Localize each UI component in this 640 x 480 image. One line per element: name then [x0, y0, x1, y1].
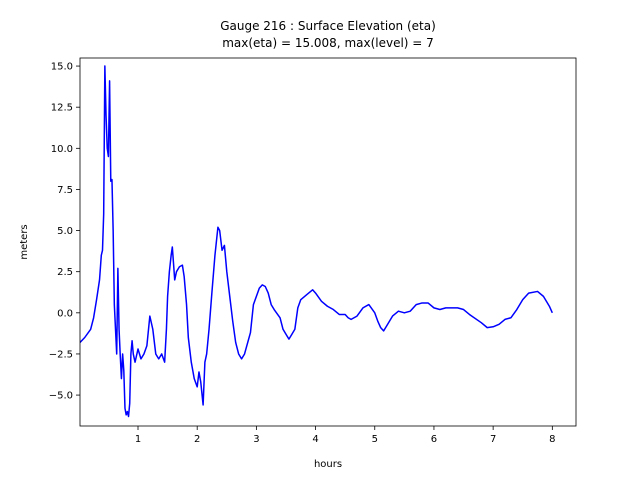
x-tick-label: 2	[194, 434, 200, 445]
x-tick-label: 7	[490, 434, 496, 445]
y-tick-label: 5.0	[57, 226, 73, 237]
x-tick-label: 3	[253, 434, 259, 445]
y-axis-label: meters	[19, 224, 30, 259]
x-tick-label: 6	[431, 434, 437, 445]
y-tick-label: 7.5	[57, 185, 73, 196]
x-tick-label: 5	[372, 434, 378, 445]
chart-subtitle: max(eta) = 15.008, max(level) = 7	[222, 36, 434, 50]
y-tick-label: 2.5	[57, 267, 73, 278]
y-tick-label: 0.0	[57, 308, 73, 319]
chart-title: Gauge 216 : Surface Elevation (eta)	[220, 19, 436, 33]
x-tick-label: 8	[549, 434, 555, 445]
y-tick-label: 10.0	[51, 144, 73, 155]
y-tick-label: 15.0	[51, 62, 73, 73]
data-line	[80, 65, 554, 418]
x-tick-label: 4	[312, 434, 318, 445]
x-axis-label: hours	[314, 459, 342, 470]
y-tick-label: −2.5	[49, 349, 73, 360]
x-tick-label: 1	[135, 434, 141, 445]
plot-frame	[79, 57, 577, 427]
y-tick-label: −5.0	[49, 391, 73, 402]
y-tick-label: 12.5	[51, 103, 73, 114]
